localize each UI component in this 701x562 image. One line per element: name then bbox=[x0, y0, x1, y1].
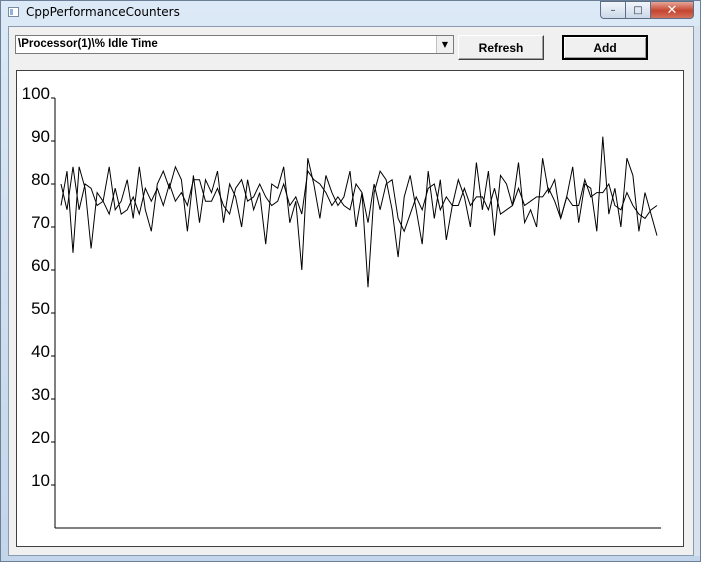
y-tick-label-10: 10 bbox=[31, 471, 50, 490]
y-tick-label-50: 50 bbox=[31, 299, 50, 318]
add-button[interactable]: Add bbox=[562, 35, 648, 60]
counter-select[interactable]: \Processor(1)\% Idle Time ▼ bbox=[15, 35, 454, 54]
dropdown-arrow-icon[interactable]: ▼ bbox=[436, 36, 453, 53]
y-tick-label-100: 100 bbox=[22, 84, 50, 103]
series-1-line bbox=[60, 136, 658, 288]
series-2-line bbox=[60, 166, 658, 233]
performance-chart: 10 20 30 40 50 60 70 80 90 100 bbox=[16, 70, 684, 547]
y-tick-label-40: 40 bbox=[31, 342, 50, 361]
y-tick-label-90: 90 bbox=[31, 127, 50, 146]
y-tick-label-20: 20 bbox=[31, 428, 50, 447]
maximize-icon: □ bbox=[633, 4, 643, 16]
title-bar[interactable]: CppPerformanceCounters – □ ✕ bbox=[1, 1, 700, 25]
counter-select-value: \Processor(1)\% Idle Time bbox=[18, 38, 158, 50]
minimize-icon: – bbox=[610, 4, 616, 16]
app-icon[interactable] bbox=[8, 7, 19, 17]
close-button[interactable]: ✕ bbox=[650, 1, 694, 19]
close-icon: ✕ bbox=[666, 2, 678, 18]
window-title: CppPerformanceCounters bbox=[26, 5, 180, 19]
chart-canvas: 10 20 30 40 50 60 70 80 90 100 bbox=[22, 84, 661, 529]
y-tick-label-80: 80 bbox=[31, 170, 50, 189]
y-tick-label-70: 70 bbox=[31, 213, 50, 232]
y-tick-label-60: 60 bbox=[31, 256, 50, 275]
maximize-button[interactable]: □ bbox=[625, 1, 650, 19]
refresh-button[interactable]: Refresh bbox=[458, 35, 544, 60]
minimize-button[interactable]: – bbox=[600, 1, 625, 19]
client-area: \Processor(1)\% Idle Time ▼ Refresh Add … bbox=[8, 26, 694, 556]
window-edge bbox=[694, 26, 700, 556]
caption-buttons: – □ ✕ bbox=[600, 1, 694, 19]
y-tick-label-30: 30 bbox=[31, 385, 50, 404]
